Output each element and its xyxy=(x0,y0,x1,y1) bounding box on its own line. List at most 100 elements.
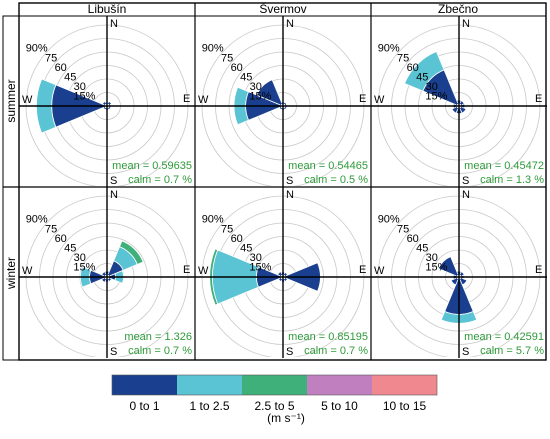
ring-label: 30 xyxy=(250,81,262,93)
ring-label: 30 xyxy=(426,81,438,93)
ring-label: 90% xyxy=(26,214,48,226)
compass-west-label: W xyxy=(22,265,33,277)
mean-speed-label: mean = 0.59635 xyxy=(112,160,192,172)
ring-label: 45 xyxy=(416,71,428,83)
wind-sector-bar xyxy=(121,269,125,285)
mean-speed-label: mean = 0.45472 xyxy=(464,160,544,172)
ring-label: 15% xyxy=(73,90,95,102)
ring-label: 75 xyxy=(45,52,57,64)
wind-sector-bar xyxy=(404,51,445,92)
ring-label: 45 xyxy=(240,71,252,83)
compass-south-label: S xyxy=(286,346,293,358)
ring-label: 60 xyxy=(55,233,67,245)
ring-label: 75 xyxy=(221,223,233,235)
compass-east-label: E xyxy=(359,93,366,105)
ring-label: 45 xyxy=(416,242,428,254)
ring-label: 45 xyxy=(64,242,76,254)
calm-percent-label: calm = 5.7 % xyxy=(480,345,544,357)
speed-legend: 0 to 1 1 to 2.5 2.5 to 5 5 to 10 10 to 15 xyxy=(111,374,438,413)
compass-south-label: S xyxy=(462,175,469,187)
compass-north-label: N xyxy=(462,18,470,30)
ring-label: 45 xyxy=(64,71,76,83)
row-header-strip xyxy=(2,15,20,361)
compass-south-label: S xyxy=(462,346,469,358)
ring-label: 30 xyxy=(426,252,438,264)
legend-label: 0 to 1 xyxy=(129,399,159,413)
ring-label: 30 xyxy=(250,252,262,264)
column-title-svermov: Švermov xyxy=(259,1,306,16)
legend-frame xyxy=(111,374,438,396)
compass-west-label: W xyxy=(198,94,209,106)
column-title-libusin: Libušín xyxy=(88,2,127,16)
legend-swatch xyxy=(242,375,307,395)
ring-label: 75 xyxy=(397,52,409,64)
ring-label: 90% xyxy=(26,43,48,55)
compass-east-label: E xyxy=(359,264,366,276)
legend-label: 5 to 10 xyxy=(321,399,358,413)
mean-speed-label: mean = 0.85195 xyxy=(288,331,368,343)
ring-label: 75 xyxy=(45,223,57,235)
row-title-summer: summer xyxy=(4,79,18,122)
legend-swatch xyxy=(177,375,242,395)
calm-percent-label: calm = 0.7 % xyxy=(304,345,368,357)
ring-label: 90% xyxy=(202,43,224,55)
ring-label: 45 xyxy=(240,242,252,254)
compass-west-label: W xyxy=(198,265,209,277)
legend-swatch xyxy=(112,375,177,395)
compass-east-label: E xyxy=(535,93,542,105)
legend-label: 10 to 15 xyxy=(383,399,427,413)
compass-south-label: S xyxy=(286,175,293,187)
ring-label: 15% xyxy=(73,261,95,273)
ring-label: 60 xyxy=(407,233,419,245)
mean-speed-label: mean = 0.54465 xyxy=(288,160,368,172)
ring-label: 90% xyxy=(202,214,224,226)
mean-speed-label: mean = 0.42591 xyxy=(464,331,544,343)
ring-label: 15% xyxy=(425,261,447,273)
ring-label: 30 xyxy=(74,252,86,264)
ring-label: 75 xyxy=(397,223,409,235)
ring-label: 15% xyxy=(249,90,271,102)
compass-west-label: W xyxy=(374,94,385,106)
compass-south-label: S xyxy=(110,346,117,358)
wind-sector-bar xyxy=(119,240,144,265)
compass-east-label: E xyxy=(183,264,190,276)
calm-percent-label: calm = 0.7 % xyxy=(128,174,192,186)
legend-label: 1 to 2.5 xyxy=(189,399,229,413)
legend-swatch xyxy=(372,375,437,395)
wind-sector-bar xyxy=(209,248,219,306)
compass-east-label: E xyxy=(183,93,190,105)
calm-percent-label: calm = 1.3 % xyxy=(480,174,544,186)
ring-label: 15% xyxy=(249,261,271,273)
compass-south-label: S xyxy=(110,175,117,187)
mean-speed-label: mean = 1.326 xyxy=(124,331,192,343)
ring-label: 30 xyxy=(74,81,86,93)
ring-label: 60 xyxy=(231,233,243,245)
compass-east-label: E xyxy=(535,264,542,276)
calm-percent-label: calm = 0.7 % xyxy=(128,345,192,357)
compass-north-label: N xyxy=(286,18,294,30)
legend-label: 2.5 to 5 xyxy=(254,399,294,413)
ring-label: 60 xyxy=(407,62,419,74)
ring-label: 15% xyxy=(425,90,447,102)
legend-swatch xyxy=(307,375,372,395)
legend-title: (m s⁻¹) xyxy=(267,411,305,425)
compass-north-label: N xyxy=(110,189,118,201)
compass-west-label: W xyxy=(22,94,33,106)
ring-label: 90% xyxy=(378,43,400,55)
compass-north-label: N xyxy=(286,189,294,201)
compass-north-label: N xyxy=(462,189,470,201)
ring-label: 60 xyxy=(231,62,243,74)
compass-north-label: N xyxy=(110,18,118,30)
calm-percent-label: calm = 0.5 % xyxy=(304,174,368,186)
row-title-winter: winter xyxy=(4,257,18,290)
column-title-zbecno: Zbečno xyxy=(438,2,478,16)
ring-label: 90% xyxy=(378,214,400,226)
